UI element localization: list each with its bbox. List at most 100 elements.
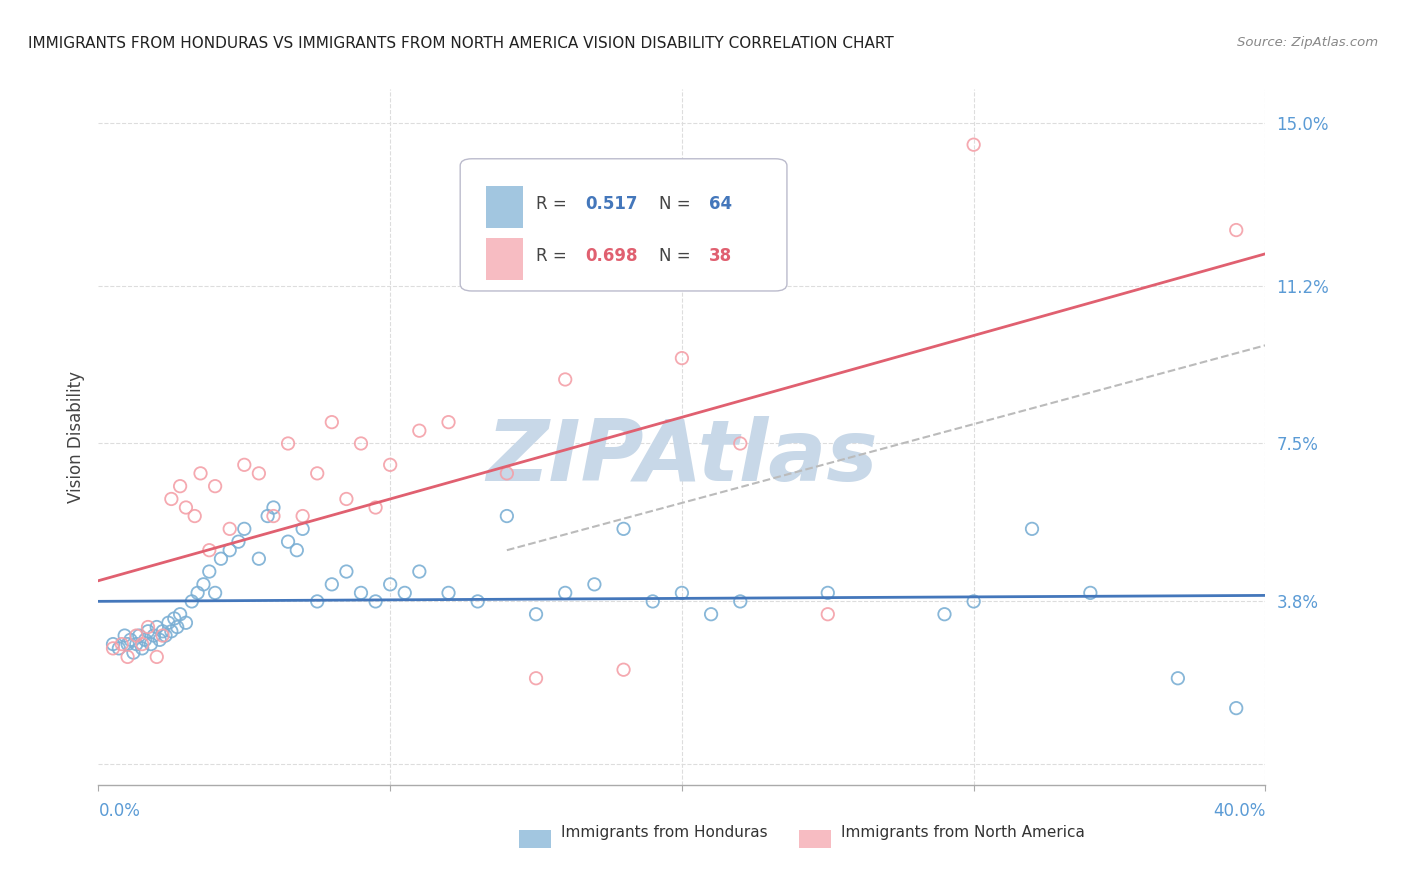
Point: [183, 509, 205, 524]
Point: [554, 586, 576, 600]
Point: [554, 372, 576, 386]
Point: [218, 522, 240, 536]
Point: [101, 641, 124, 656]
Text: Source: ZipAtlas.com: Source: ZipAtlas.com: [1237, 36, 1378, 49]
Text: Immigrants from North America: Immigrants from North America: [841, 825, 1084, 839]
Point: [350, 436, 373, 450]
Point: [120, 632, 142, 647]
Point: [125, 629, 148, 643]
Text: N =: N =: [658, 247, 696, 265]
Point: [962, 137, 984, 152]
Point: [174, 500, 197, 515]
Point: [524, 607, 547, 622]
Point: [166, 620, 188, 634]
FancyBboxPatch shape: [460, 159, 787, 291]
Point: [467, 594, 489, 608]
Point: [169, 607, 191, 622]
Text: 40.0%: 40.0%: [1213, 803, 1265, 821]
Text: N =: N =: [658, 194, 696, 212]
Point: [1021, 522, 1043, 536]
Y-axis label: Vision Disability: Vision Disability: [66, 371, 84, 503]
Point: [277, 436, 299, 450]
Point: [256, 509, 278, 524]
Point: [277, 534, 299, 549]
Point: [174, 615, 197, 630]
Point: [152, 629, 174, 643]
Point: [496, 467, 519, 481]
Point: [364, 500, 387, 515]
Bar: [486, 186, 523, 228]
Point: [209, 551, 232, 566]
Point: [111, 637, 134, 651]
Point: [321, 577, 343, 591]
Point: [394, 586, 416, 600]
Point: [125, 637, 148, 651]
Point: [350, 586, 373, 600]
Point: [136, 620, 159, 634]
Point: [364, 594, 387, 608]
Point: [190, 467, 212, 481]
Point: [671, 351, 693, 365]
Point: [247, 551, 270, 566]
Point: [1225, 223, 1247, 237]
Text: 0.0%: 0.0%: [98, 803, 141, 821]
Text: IMMIGRANTS FROM HONDURAS VS IMMIGRANTS FROM NORTH AMERICA VISION DISABILITY CORR: IMMIGRANTS FROM HONDURAS VS IMMIGRANTS F…: [28, 36, 894, 51]
Point: [730, 436, 752, 450]
Point: [612, 522, 634, 536]
Point: [262, 500, 284, 515]
Point: [218, 543, 240, 558]
Bar: [799, 830, 831, 847]
Point: [233, 458, 256, 472]
Point: [136, 624, 159, 639]
Point: [612, 663, 634, 677]
Point: [408, 565, 430, 579]
Point: [285, 543, 308, 558]
Text: Immigrants from Honduras: Immigrants from Honduras: [561, 825, 768, 839]
Point: [700, 607, 723, 622]
Bar: [519, 830, 551, 847]
Point: [152, 624, 174, 639]
Text: R =: R =: [536, 194, 572, 212]
Point: [198, 543, 221, 558]
Point: [198, 565, 221, 579]
Point: [114, 629, 136, 643]
Point: [1167, 671, 1189, 685]
Point: [149, 632, 172, 647]
Point: [730, 594, 752, 608]
Point: [641, 594, 664, 608]
Point: [157, 615, 180, 630]
Point: [131, 637, 153, 651]
Text: 64: 64: [709, 194, 733, 212]
Point: [101, 637, 124, 651]
Point: [131, 641, 153, 656]
Bar: [486, 238, 523, 280]
Point: [204, 479, 226, 493]
Point: [262, 509, 284, 524]
Point: [380, 577, 402, 591]
Point: [117, 637, 139, 651]
Text: ZIPAtlas: ZIPAtlas: [486, 417, 877, 500]
Point: [108, 641, 131, 656]
Point: [146, 620, 169, 634]
Point: [128, 629, 150, 643]
Point: [187, 586, 209, 600]
Point: [817, 586, 839, 600]
Point: [139, 637, 162, 651]
Point: [335, 491, 357, 506]
Point: [155, 629, 177, 643]
Point: [335, 565, 357, 579]
Point: [1225, 701, 1247, 715]
Point: [380, 458, 402, 472]
Point: [163, 611, 186, 625]
Point: [180, 594, 202, 608]
Point: [962, 594, 984, 608]
Point: [228, 534, 250, 549]
Point: [437, 415, 460, 429]
Point: [247, 467, 270, 481]
Text: 0.517: 0.517: [585, 194, 637, 212]
Point: [160, 624, 183, 639]
Point: [496, 509, 519, 524]
Point: [193, 577, 215, 591]
Point: [117, 649, 139, 664]
Point: [307, 594, 329, 608]
